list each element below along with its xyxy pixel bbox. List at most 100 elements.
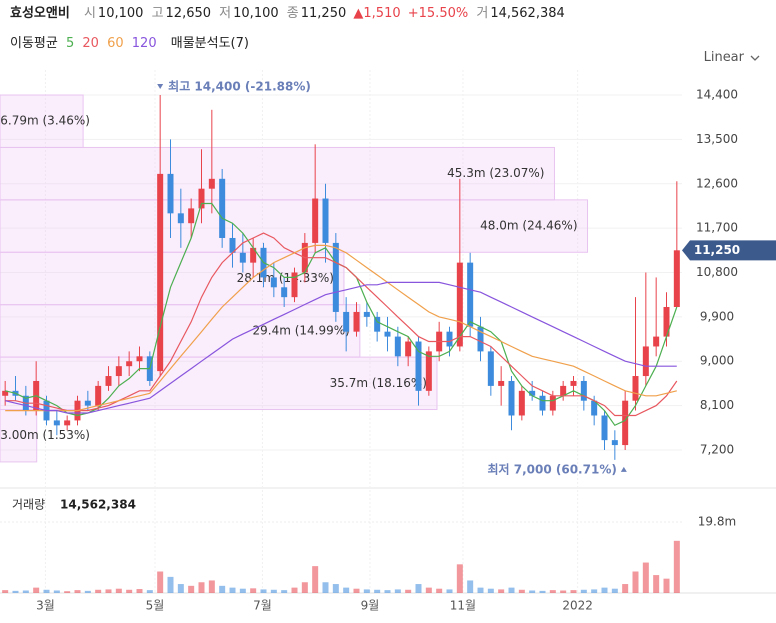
volume-title: 거래량 (12, 498, 45, 512)
y-tick-label: 19.8m (698, 515, 736, 529)
candle-body (560, 385, 567, 396)
candle-body (363, 311, 370, 317)
volume-bar (456, 564, 463, 593)
candle-body (632, 376, 639, 401)
quote-header: 효성오앤비 시 10,100 고 12,650 저 10,100 종 11,250 ▲1… (10, 2, 565, 21)
x-tick-label: 9월 (361, 599, 380, 613)
profile-toggle[interactable]: 매물분석도(7) (170, 36, 249, 51)
volume-bar (673, 540, 680, 593)
volume-bar (208, 580, 215, 593)
volume-bar (2, 590, 9, 593)
volume-bar (425, 587, 432, 593)
candle-body (136, 356, 143, 362)
volume-bar (239, 588, 246, 593)
candle-body (219, 178, 226, 238)
candle-body (322, 198, 329, 243)
candle-body (353, 311, 360, 332)
candle-body (405, 341, 412, 357)
legend-entry[interactable]: 120 (131, 36, 157, 51)
candle-body (115, 366, 122, 377)
volume-bar (477, 587, 484, 593)
volume-bar (126, 589, 133, 593)
volume-bar (312, 566, 319, 593)
volume-bar (12, 590, 19, 593)
scale-dropdown[interactable]: Linear (704, 50, 760, 65)
volume-profile-label: 3.00m (1.53%) (0, 428, 90, 442)
volume-profile-label: 29.4m (14.99%) (253, 323, 350, 337)
legend-entry[interactable]: 20 (82, 36, 99, 51)
volume-bar (601, 587, 608, 593)
volume-profile-bar (0, 251, 345, 306)
volume-value: 14,562,384 (490, 6, 565, 21)
y-tick-label: 9,900 (700, 309, 734, 323)
volume-bar (260, 589, 267, 593)
volume-latest: 14,562,384 (60, 498, 136, 512)
current-price-label: 11,250 (694, 243, 740, 257)
legend: 이동평균 5 20 60 120 매물분석도(7) (10, 32, 249, 51)
volume-bar (415, 584, 422, 593)
volume-bar (332, 584, 339, 593)
volume-bar (250, 588, 257, 593)
volume-bar (157, 571, 164, 593)
y-tick-label: 14,400 (696, 88, 738, 102)
volume-bar (394, 589, 401, 593)
candle-body (167, 173, 174, 214)
legend-entry[interactable]: 5 (65, 36, 75, 51)
candle-body (95, 385, 102, 406)
candle-body (84, 400, 91, 406)
volume-bar (487, 588, 494, 593)
candle-body (539, 395, 546, 411)
candle-body (611, 440, 618, 446)
volume-bar (198, 582, 205, 593)
volume-bar (95, 589, 102, 593)
volume-bar (642, 562, 649, 593)
high-marker (157, 84, 164, 90)
candle-body (332, 242, 339, 312)
candle-body (673, 250, 680, 308)
candle-body (570, 380, 577, 386)
candle-body (415, 341, 422, 391)
high-label: 고 (151, 6, 164, 21)
volume-bar (580, 589, 587, 593)
candle-body (487, 351, 494, 386)
volume-bar (301, 582, 308, 593)
y-tick-label: 11,700 (696, 221, 738, 235)
candle-body (642, 346, 649, 377)
close-label: 종 (286, 6, 299, 21)
volume-bar (611, 588, 618, 593)
moving-average-line (5, 244, 677, 412)
candle-body (188, 208, 195, 224)
volume-profile-bar (0, 94, 84, 148)
volume-bar (291, 587, 298, 593)
candle-body (601, 415, 608, 441)
volume-bar (508, 587, 515, 593)
volume-bar (115, 588, 122, 593)
volume-profile-bar (0, 146, 555, 201)
y-tick-label: 9,000 (700, 354, 734, 368)
candle-body (498, 380, 505, 386)
volume-bar (436, 588, 443, 593)
volume-bar (136, 589, 143, 593)
volume-bar (43, 589, 50, 593)
volume-bar (591, 589, 598, 593)
volume-bar (498, 589, 505, 593)
volume-bar (22, 590, 29, 593)
candle-body (64, 420, 71, 426)
current-price-tag (682, 240, 776, 261)
candle-body (384, 331, 391, 337)
candle-body (281, 287, 288, 298)
x-tick-label: 11월 (450, 599, 476, 613)
candle-body (105, 376, 112, 386)
legend-entry[interactable]: 60 (107, 36, 124, 51)
candle-body (229, 237, 236, 253)
volume-bar (281, 590, 288, 593)
candle-body (239, 252, 246, 263)
candle-body (591, 400, 598, 416)
change-pct: +15.50% (407, 6, 469, 21)
candle-body (374, 316, 381, 332)
x-tick-label: 3월 (36, 599, 55, 613)
volume-bar (622, 584, 629, 593)
volume-profile-label: 45.3m (23.07%) (447, 166, 544, 180)
candle-body (177, 213, 184, 224)
